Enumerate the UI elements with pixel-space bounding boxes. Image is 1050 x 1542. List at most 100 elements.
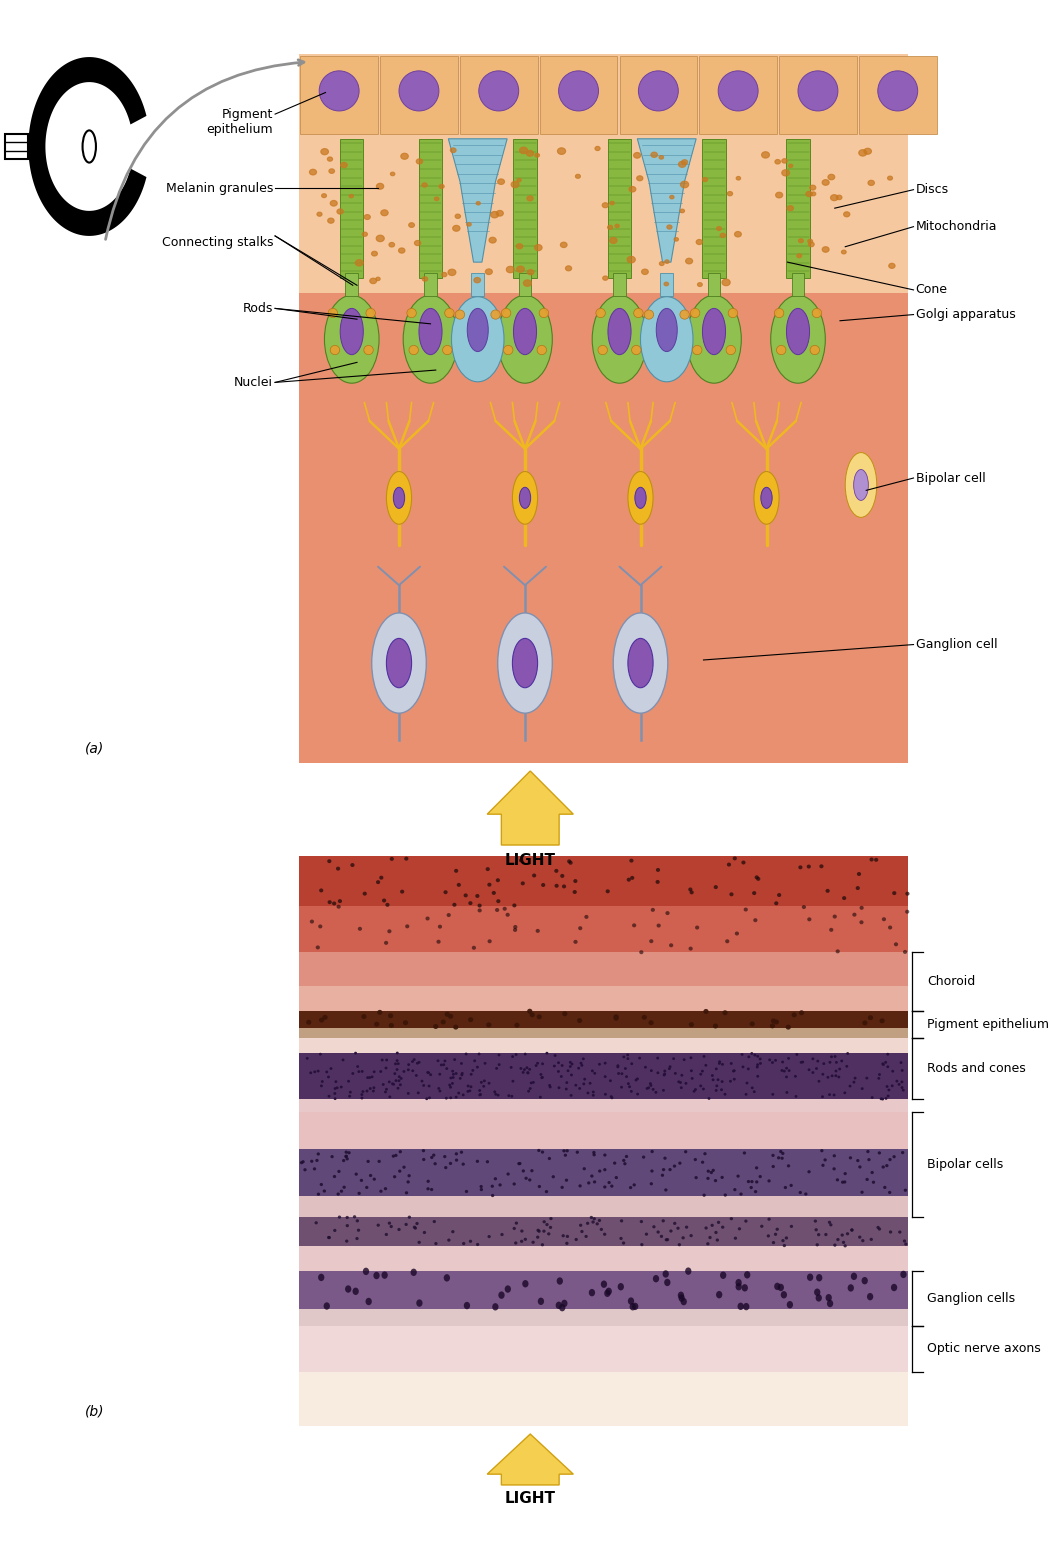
Ellipse shape <box>349 1095 351 1098</box>
Ellipse shape <box>331 1155 334 1158</box>
Ellipse shape <box>835 1075 837 1078</box>
Ellipse shape <box>476 1066 479 1069</box>
Ellipse shape <box>310 919 314 924</box>
Ellipse shape <box>830 1055 833 1058</box>
Ellipse shape <box>690 1234 693 1237</box>
Ellipse shape <box>761 487 772 509</box>
Ellipse shape <box>568 860 572 865</box>
Ellipse shape <box>398 1075 401 1078</box>
Ellipse shape <box>652 1089 654 1090</box>
Ellipse shape <box>333 1175 336 1178</box>
Ellipse shape <box>705 1064 708 1067</box>
Ellipse shape <box>632 1183 636 1186</box>
Ellipse shape <box>663 1073 666 1076</box>
Ellipse shape <box>396 1059 399 1062</box>
Ellipse shape <box>645 1232 648 1235</box>
Ellipse shape <box>449 1076 453 1079</box>
Ellipse shape <box>461 1072 464 1075</box>
Ellipse shape <box>651 153 657 157</box>
Ellipse shape <box>432 1153 436 1156</box>
Ellipse shape <box>785 1092 789 1093</box>
Ellipse shape <box>699 1073 702 1076</box>
Ellipse shape <box>604 1075 607 1078</box>
Ellipse shape <box>478 1053 481 1055</box>
Ellipse shape <box>365 1186 369 1189</box>
Ellipse shape <box>815 1227 818 1232</box>
Ellipse shape <box>521 882 525 885</box>
Ellipse shape <box>583 1082 585 1086</box>
Bar <box>299 985 908 1012</box>
Ellipse shape <box>720 1177 723 1180</box>
Ellipse shape <box>743 908 748 911</box>
Ellipse shape <box>615 224 620 228</box>
Ellipse shape <box>628 1297 634 1305</box>
Ellipse shape <box>704 1152 707 1155</box>
Ellipse shape <box>492 1303 499 1311</box>
Ellipse shape <box>636 1093 639 1095</box>
Ellipse shape <box>785 1067 789 1070</box>
Ellipse shape <box>666 911 670 914</box>
Bar <box>519 273 531 296</box>
Ellipse shape <box>622 1241 625 1244</box>
Ellipse shape <box>755 876 759 879</box>
Ellipse shape <box>310 1160 313 1163</box>
Ellipse shape <box>620 1237 623 1240</box>
Ellipse shape <box>464 1301 470 1309</box>
Ellipse shape <box>822 179 830 185</box>
Ellipse shape <box>465 1190 468 1194</box>
Ellipse shape <box>679 1086 682 1089</box>
Ellipse shape <box>532 873 537 877</box>
Ellipse shape <box>816 1059 819 1062</box>
Ellipse shape <box>592 1150 595 1153</box>
Ellipse shape <box>841 250 846 254</box>
Ellipse shape <box>650 1069 653 1072</box>
Ellipse shape <box>782 1244 786 1247</box>
Ellipse shape <box>886 1095 889 1098</box>
Ellipse shape <box>394 1072 396 1075</box>
Ellipse shape <box>565 1081 568 1084</box>
Ellipse shape <box>799 1190 802 1194</box>
Ellipse shape <box>328 1237 331 1240</box>
Ellipse shape <box>808 242 814 247</box>
Ellipse shape <box>462 1241 465 1244</box>
Ellipse shape <box>680 210 685 213</box>
Ellipse shape <box>887 1089 890 1092</box>
Ellipse shape <box>677 1081 680 1082</box>
Ellipse shape <box>795 1095 797 1098</box>
Ellipse shape <box>785 1024 791 1030</box>
Ellipse shape <box>561 1064 564 1067</box>
Ellipse shape <box>754 472 779 524</box>
Ellipse shape <box>624 1067 627 1070</box>
Ellipse shape <box>374 1022 379 1027</box>
Bar <box>859 56 937 134</box>
Ellipse shape <box>336 867 340 871</box>
Ellipse shape <box>319 1183 323 1186</box>
Ellipse shape <box>468 901 472 905</box>
Ellipse shape <box>756 1055 759 1058</box>
Ellipse shape <box>393 1175 396 1178</box>
Ellipse shape <box>728 191 733 196</box>
Ellipse shape <box>498 296 552 382</box>
Ellipse shape <box>689 947 693 950</box>
Ellipse shape <box>301 1160 304 1163</box>
Ellipse shape <box>542 1229 546 1232</box>
Ellipse shape <box>445 1096 447 1099</box>
Ellipse shape <box>526 1072 529 1073</box>
Ellipse shape <box>363 1268 370 1275</box>
Ellipse shape <box>484 1062 486 1064</box>
Ellipse shape <box>877 1226 880 1229</box>
Ellipse shape <box>868 180 875 185</box>
Ellipse shape <box>610 1095 613 1098</box>
Ellipse shape <box>733 1078 736 1081</box>
Ellipse shape <box>570 1093 572 1096</box>
Ellipse shape <box>416 1300 422 1306</box>
Ellipse shape <box>429 1187 434 1190</box>
Ellipse shape <box>512 638 538 688</box>
Ellipse shape <box>735 1278 741 1286</box>
Ellipse shape <box>324 296 379 382</box>
Ellipse shape <box>443 890 447 894</box>
Ellipse shape <box>360 1096 363 1099</box>
Ellipse shape <box>774 1283 780 1291</box>
Ellipse shape <box>418 1061 421 1064</box>
Ellipse shape <box>616 1066 619 1069</box>
